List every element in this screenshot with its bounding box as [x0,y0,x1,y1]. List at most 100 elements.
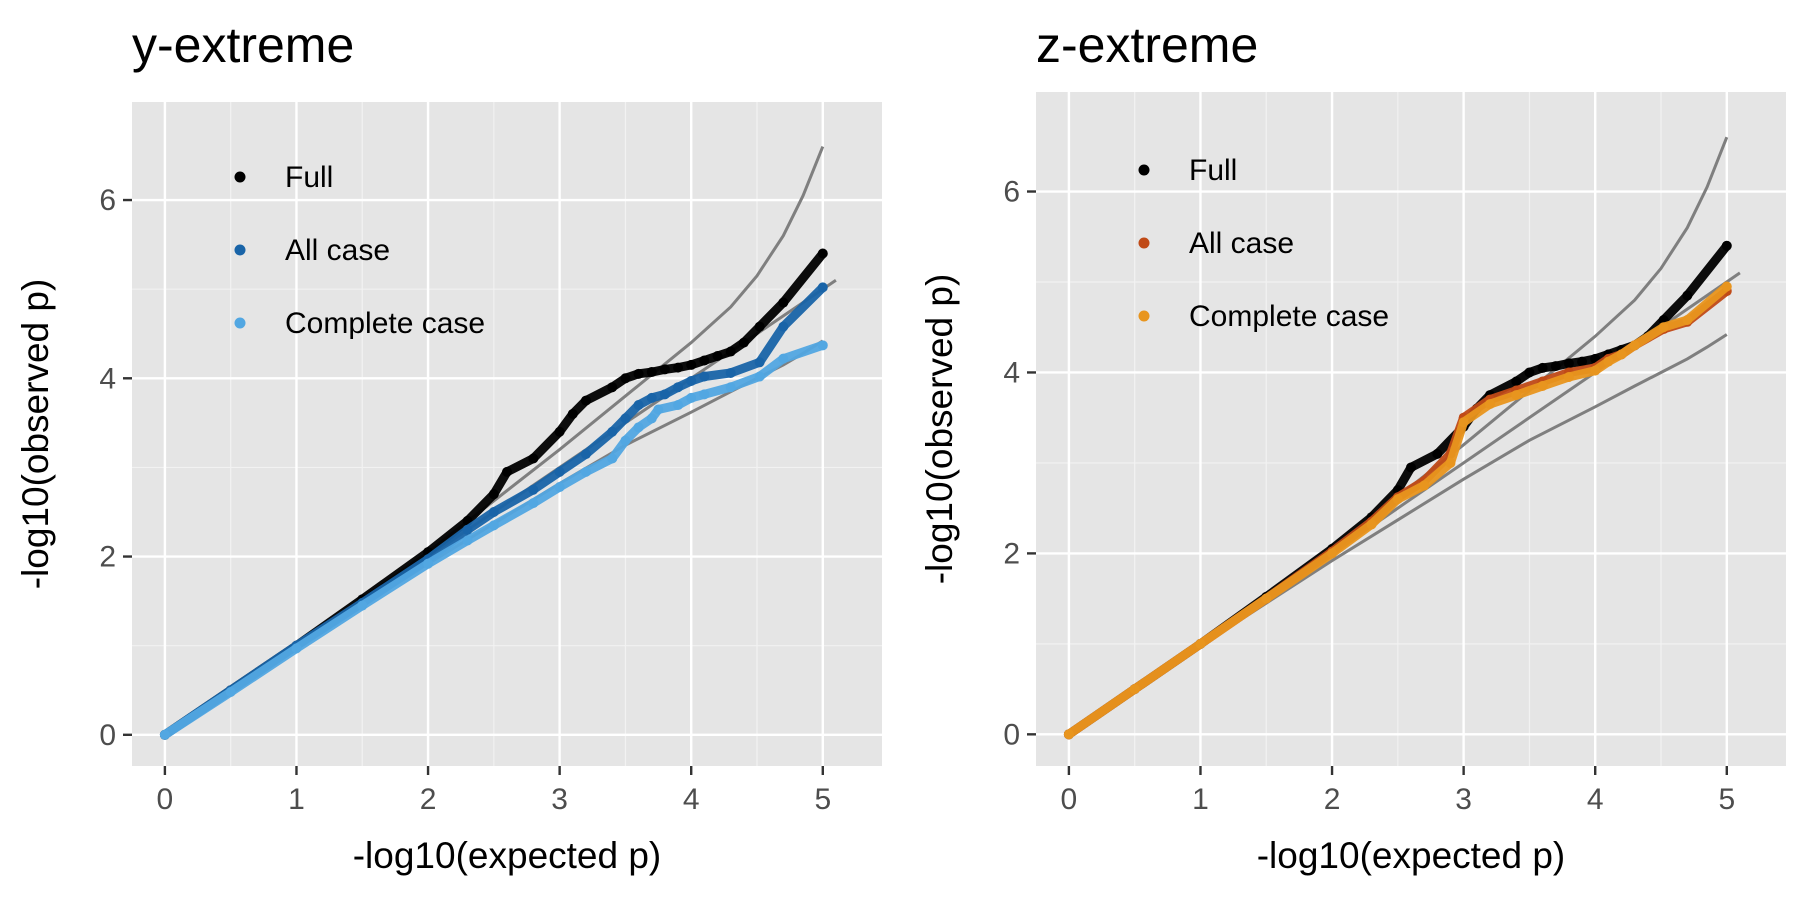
data-point-all-case [754,357,765,368]
data-point-complete-case [725,382,736,393]
data-point-full [1577,356,1588,367]
data-point-all-case [607,426,618,437]
legend-label-full: Full [285,161,333,194]
data-point-all-case [580,449,591,460]
data-point-all-case [778,321,789,332]
legend-key-all-case [1138,237,1150,249]
data-point-complete-case [653,404,664,415]
data-point-full [620,373,631,384]
x-tick-label: 0 [1061,783,1078,816]
data-point-all-case [620,413,631,424]
data-point-complete-case [488,520,499,531]
data-point-full [778,297,789,308]
data-point-all-case [725,367,736,378]
data-point-full [754,321,765,332]
data-point-full [528,453,539,464]
data-point-complete-case [817,340,828,351]
data-point-all-case [686,375,697,386]
data-point-complete-case [159,729,170,740]
data-point-all-case [488,506,499,517]
data-point-full [1511,376,1522,387]
data-point-complete-case [1590,365,1601,376]
data-point-full [1550,361,1561,372]
data-point-complete-case [580,466,591,477]
data-point-complete-case [754,371,765,382]
data-point-full [580,395,591,406]
panel-y-extreme: Full All case Complete case 0 1 2 3 4 5 0 2 4 6 y-ext… [15,17,882,876]
x-axis-title: -log10(expected p) [1257,835,1566,876]
data-point-full [1537,362,1548,373]
data-point-complete-case [646,413,657,424]
data-point-complete-case [1327,548,1338,559]
data-point-complete-case [291,643,302,654]
data-point-complete-case [423,558,434,569]
data-point-full [1721,240,1732,251]
data-point-complete-case [1392,494,1403,505]
legend-key-full [234,171,246,183]
data-point-full [646,367,657,378]
y-tick-label: 2 [99,541,116,574]
x-tick-label: 3 [1455,783,1472,816]
data-point-all-case [528,484,539,495]
data-point-full [725,346,736,357]
data-point-complete-case [357,600,368,611]
data-point-complete-case [1484,399,1495,410]
y-tick-label: 2 [1003,537,1020,570]
legend-label-complete-case: Complete case [285,307,485,340]
y-tick-label: 6 [1003,176,1020,209]
x-tick-label: 3 [551,783,568,816]
data-point-full [1406,462,1416,473]
data-point-complete-case [607,453,618,464]
data-point-all-case [462,524,473,535]
y-tick-label: 0 [99,719,116,752]
data-point-all-case [633,400,644,411]
legend-key-full [1138,164,1150,176]
data-point-all-case [817,282,828,293]
data-point-complete-case [225,687,236,698]
data-point-full [488,489,499,500]
legend-label-full: Full [1189,154,1237,187]
data-point-complete-case [778,353,789,364]
data-point-full [659,364,670,375]
panel-background [132,102,882,766]
legend-label-all-case: All case [1189,227,1294,260]
legend-label-complete-case: Complete case [1189,300,1389,333]
chart-title: z-extreme [1036,17,1258,73]
x-tick-label: 0 [157,783,174,816]
data-point-full [1432,448,1443,459]
data-point-full [686,359,697,370]
data-point-full [1563,358,1574,369]
data-point-all-case [699,371,710,382]
panel-background [1036,92,1786,766]
data-point-all-case [659,389,670,400]
legend-key-complete-case [234,317,246,329]
y-tick-label: 4 [99,362,116,395]
data-point-complete-case [699,389,710,400]
x-tick-label: 4 [683,783,700,816]
data-point-full [633,368,644,379]
data-point-full [567,408,578,419]
data-point-complete-case [554,482,565,493]
data-point-complete-case [1537,381,1548,392]
data-point-complete-case [1616,349,1627,360]
series-complete-case-trace [160,340,828,740]
data-point-all-case [646,392,657,403]
data-point-complete-case [1129,684,1140,695]
data-point-complete-case [686,392,697,403]
x-tick-label: 5 [1718,783,1735,816]
data-point-complete-case [1063,729,1074,740]
data-point-complete-case [673,400,684,411]
data-point-full [607,382,618,393]
x-tick-label: 1 [288,783,305,816]
x-tick-label: 1 [1192,783,1209,816]
data-point-complete-case [462,535,473,546]
data-point-full [817,248,828,259]
data-point-complete-case [1563,371,1574,382]
x-tick-label: 2 [420,783,437,816]
data-point-complete-case [633,422,644,433]
data-point-all-case [554,466,565,477]
data-point-full [502,466,512,477]
data-point-full [738,337,749,348]
data-point-complete-case [1603,356,1614,367]
